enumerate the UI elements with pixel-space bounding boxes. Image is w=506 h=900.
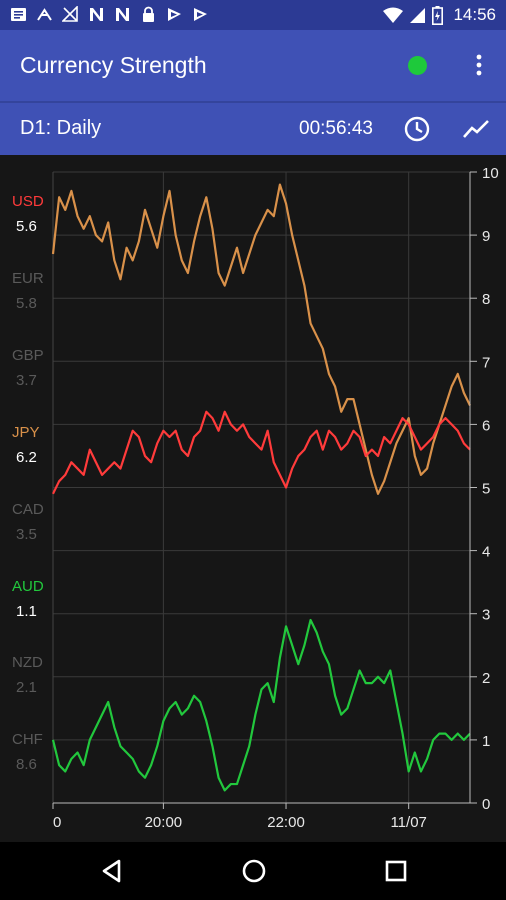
n-icon — [90, 8, 103, 21]
usb-icon — [37, 8, 52, 21]
lock-icon — [143, 6, 154, 22]
candle-countdown: 00:56:43 — [299, 118, 373, 139]
chart-area: 0 1 2 3 4 5 6 7 8 9 10 0 20:00 22:00 11/07 — [0, 155, 506, 842]
system-icons: 14:56 — [383, 5, 496, 25]
timeframe-bar: D1: Daily 00:56:43 — [0, 101, 506, 155]
y-tick-label: 2 — [482, 670, 490, 687]
currency-cad[interactable]: CAD 3.5 — [12, 501, 52, 543]
y-tick-label: 1 — [482, 733, 490, 750]
home-icon[interactable] — [240, 857, 268, 885]
currency-code: AUD — [12, 578, 44, 595]
y-tick-label: 5 — [482, 481, 490, 498]
arrow-icon — [168, 8, 181, 21]
currency-value: 1.1 — [16, 603, 37, 620]
currency-value: 5.6 — [16, 218, 37, 235]
clock-icon[interactable] — [403, 115, 431, 143]
y-tick-label: 9 — [482, 228, 490, 245]
series-line-aud — [51, 618, 471, 792]
y-tick-label: 6 — [482, 417, 490, 434]
wifi-icon — [383, 7, 404, 23]
y-tick-label: 7 — [482, 354, 490, 371]
x-axis: 0 20:00 22:00 11/07 — [52, 802, 470, 831]
currency-value: 8.6 — [16, 756, 37, 773]
navigation-bar — [0, 842, 506, 900]
x-tick-label: 20:00 — [145, 814, 183, 831]
currency-code: USD — [12, 193, 44, 210]
currency-code: EUR — [12, 270, 44, 287]
currency-code: JPY — [12, 424, 40, 441]
y-tick-label: 3 — [482, 607, 490, 624]
n-icon — [116, 8, 129, 21]
currency-code: GBP — [12, 347, 44, 364]
battery-icon — [432, 5, 444, 25]
currency-usd[interactable]: USD 5.6 — [12, 193, 52, 235]
y-tick-label: 10 — [482, 165, 499, 182]
y-axis: 0 1 2 3 4 5 6 7 8 9 10 — [469, 165, 499, 813]
back-icon[interactable] — [98, 857, 126, 885]
series-line-jpy — [51, 183, 471, 495]
currency-value: 3.7 — [16, 372, 37, 389]
currency-code: CHF — [12, 731, 43, 748]
no-signal-icon — [62, 6, 78, 22]
recents-icon[interactable] — [382, 857, 410, 885]
timeframe-selector[interactable]: D1: Daily — [20, 117, 102, 139]
x-tick-label: 0 — [53, 814, 61, 831]
connection-status-dot — [408, 56, 427, 75]
chart-series — [51, 183, 471, 792]
app-bar: Currency Strength — [0, 30, 506, 101]
chart-trend-icon[interactable] — [462, 117, 490, 141]
y-tick-label: 4 — [482, 544, 490, 561]
currency-aud[interactable]: AUD 1.1 — [12, 578, 52, 620]
y-tick-label: 8 — [482, 291, 490, 308]
y-tick-label: 0 — [482, 796, 490, 813]
currency-jpy[interactable]: JPY 6.2 — [12, 424, 52, 466]
series-line-usd — [52, 410, 471, 495]
currency-value: 6.2 — [16, 449, 37, 466]
x-tick-label: 22:00 — [267, 814, 305, 831]
currency-chf[interactable]: CHF 8.6 — [12, 731, 52, 773]
currency-value: 5.8 — [16, 295, 37, 312]
currency-nzd[interactable]: NZD 2.1 — [12, 654, 52, 696]
currency-value: 3.5 — [16, 526, 37, 543]
currency-gbp[interactable]: GBP 3.7 — [12, 347, 52, 389]
more-options-icon[interactable] — [470, 50, 488, 80]
status-bar: 14:56 — [0, 0, 506, 30]
x-tick-label: 11/07 — [390, 814, 426, 831]
strength-chart[interactable]: 0 1 2 3 4 5 6 7 8 9 10 0 20:00 22:00 11/07 — [0, 155, 506, 842]
currency-eur[interactable]: EUR 5.8 — [12, 270, 52, 312]
clock-time: 14:56 — [453, 5, 496, 24]
currency-code: NZD — [12, 654, 43, 671]
notification-icons — [10, 6, 209, 23]
notification-icon — [11, 8, 26, 21]
arrow-icon — [194, 8, 207, 21]
signal-icon — [410, 7, 426, 23]
currency-code: CAD — [12, 501, 44, 518]
currency-value: 2.1 — [16, 679, 37, 696]
app-title: Currency Strength — [20, 52, 207, 78]
